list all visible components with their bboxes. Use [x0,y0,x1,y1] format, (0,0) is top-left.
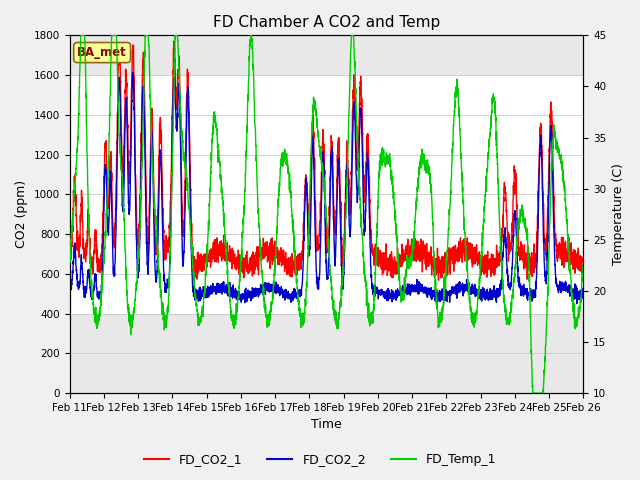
Title: FD Chamber A CO2 and Temp: FD Chamber A CO2 and Temp [213,15,440,30]
Y-axis label: CO2 (ppm): CO2 (ppm) [15,180,28,248]
Bar [70,75,584,313]
X-axis label: Time: Time [311,419,342,432]
Legend: FD_CO2_1, FD_CO2_2, FD_Temp_1: FD_CO2_1, FD_CO2_2, FD_Temp_1 [139,448,501,471]
Text: BA_met: BA_met [77,46,127,59]
Y-axis label: Temperature (C): Temperature (C) [612,163,625,265]
